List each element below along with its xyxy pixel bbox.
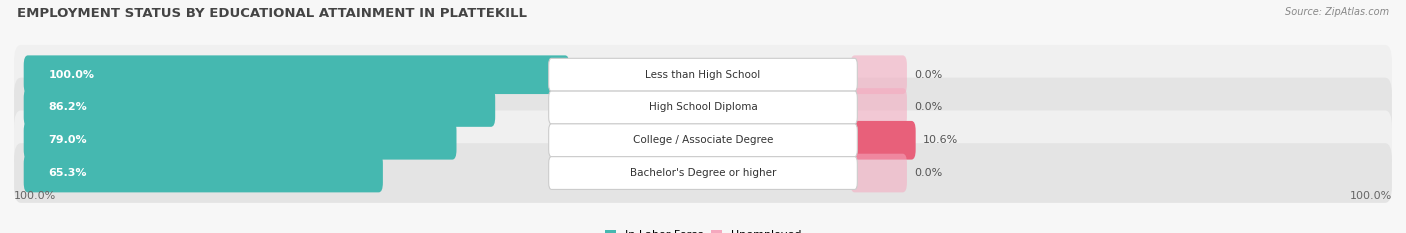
FancyBboxPatch shape (14, 110, 1392, 170)
Text: 86.2%: 86.2% (48, 103, 87, 113)
Text: 79.0%: 79.0% (48, 135, 87, 145)
FancyBboxPatch shape (851, 55, 907, 94)
Text: 100.0%: 100.0% (48, 70, 94, 80)
FancyBboxPatch shape (24, 121, 457, 160)
FancyBboxPatch shape (548, 124, 858, 157)
FancyBboxPatch shape (24, 88, 495, 127)
Text: 100.0%: 100.0% (14, 191, 56, 201)
Text: Source: ZipAtlas.com: Source: ZipAtlas.com (1285, 7, 1389, 17)
Text: Less than High School: Less than High School (645, 70, 761, 80)
FancyBboxPatch shape (14, 143, 1392, 203)
Legend: In Labor Force, Unemployed: In Labor Force, Unemployed (603, 227, 803, 233)
Text: 65.3%: 65.3% (48, 168, 87, 178)
FancyBboxPatch shape (851, 154, 907, 192)
FancyBboxPatch shape (14, 45, 1392, 105)
Text: 0.0%: 0.0% (914, 168, 942, 178)
FancyBboxPatch shape (851, 88, 907, 127)
FancyBboxPatch shape (851, 121, 915, 160)
Text: Bachelor's Degree or higher: Bachelor's Degree or higher (630, 168, 776, 178)
Text: 0.0%: 0.0% (914, 70, 942, 80)
Text: 10.6%: 10.6% (922, 135, 957, 145)
FancyBboxPatch shape (548, 58, 858, 91)
Text: 0.0%: 0.0% (914, 103, 942, 113)
Text: High School Diploma: High School Diploma (648, 103, 758, 113)
FancyBboxPatch shape (548, 157, 858, 189)
FancyBboxPatch shape (24, 154, 382, 192)
FancyBboxPatch shape (548, 91, 858, 124)
FancyBboxPatch shape (24, 55, 569, 94)
Text: 100.0%: 100.0% (1350, 191, 1392, 201)
Text: EMPLOYMENT STATUS BY EDUCATIONAL ATTAINMENT IN PLATTEKILL: EMPLOYMENT STATUS BY EDUCATIONAL ATTAINM… (17, 7, 527, 20)
FancyBboxPatch shape (14, 78, 1392, 137)
Text: College / Associate Degree: College / Associate Degree (633, 135, 773, 145)
